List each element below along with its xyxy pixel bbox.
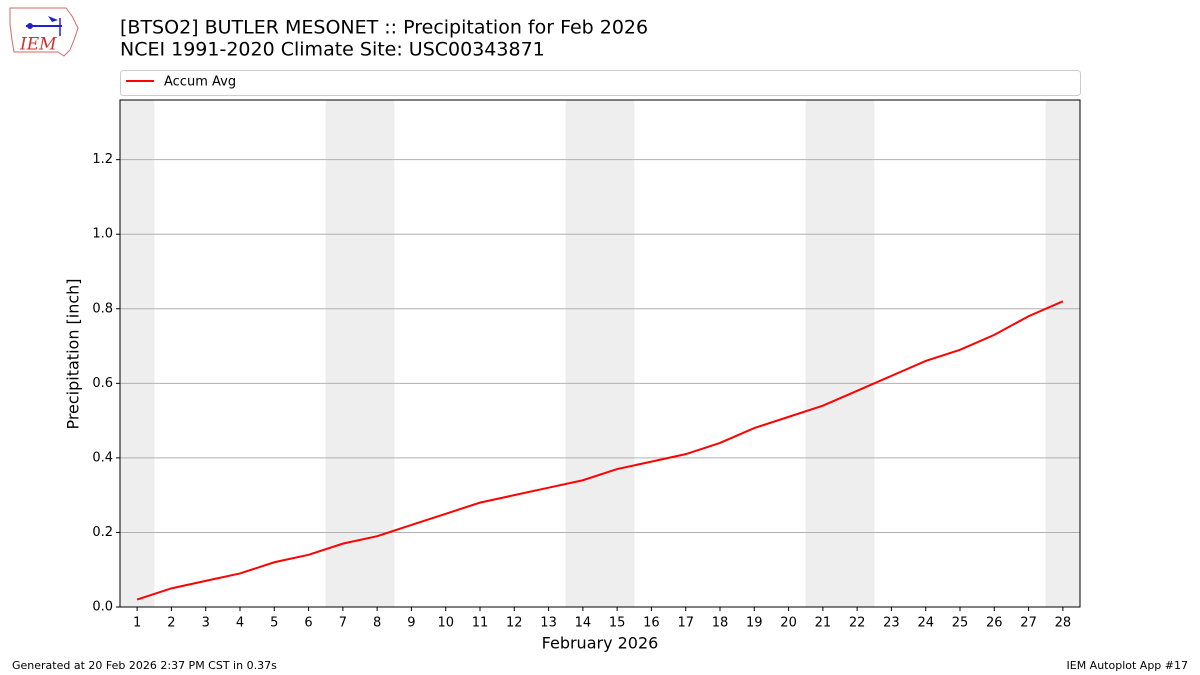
x-tick-label: 4 — [236, 616, 244, 631]
x-tick-label: 22 — [849, 616, 866, 631]
y-tick-label: 0.0 — [92, 600, 113, 615]
weekend-shading — [120, 100, 155, 607]
legend-label: Accum Avg — [164, 75, 236, 90]
chart-title: [BTSO2] BUTLER MESONET :: Precipitation … — [120, 17, 648, 39]
x-tick-label: 5 — [270, 616, 278, 631]
x-tick-label: 25 — [952, 616, 969, 631]
x-tick-label: 9 — [407, 616, 415, 631]
weekend-shading — [805, 100, 875, 607]
weekend-shading — [1045, 100, 1080, 607]
x-tick-label: 1 — [133, 616, 141, 631]
x-tick-label: 11 — [472, 616, 489, 631]
x-tick-label: 28 — [1055, 616, 1072, 631]
x-tick-label: 18 — [712, 616, 729, 631]
logo: IEM — [9, 7, 79, 57]
x-tick-label: 2 — [167, 616, 175, 631]
y-axis-label: Precipitation [inch] — [64, 278, 83, 429]
x-tick-label: 21 — [815, 616, 832, 631]
weekend-shading — [565, 100, 635, 607]
x-tick-label: 27 — [1020, 616, 1037, 631]
weekend-shading — [325, 100, 395, 607]
data-line — [136, 300, 1064, 601]
y-tick-label: 1.0 — [92, 227, 113, 242]
x-tick-label: 13 — [540, 616, 557, 631]
x-tick-label: 3 — [202, 616, 210, 631]
x-tick-label: 24 — [917, 616, 934, 631]
logo-text: IEM — [19, 35, 57, 55]
y-tick-label: 0.8 — [92, 301, 113, 316]
x-tick-label: 26 — [986, 616, 1003, 631]
x-tick-label: 23 — [883, 616, 900, 631]
x-tick-label: 8 — [373, 616, 381, 631]
footer-left: Generated at 20 Feb 2026 2:37 PM CST in … — [12, 659, 277, 672]
chart-subtitle: NCEI 1991-2020 Climate Site: USC00343871 — [120, 39, 545, 61]
y-tick-label: 0.6 — [92, 376, 113, 391]
x-tick-label: 10 — [437, 616, 454, 631]
x-axis-label: February 2026 — [542, 634, 659, 653]
x-tick-label: 20 — [780, 616, 797, 631]
x-tick-label: 17 — [677, 616, 694, 631]
x-tick-label: 15 — [609, 616, 626, 631]
y-tick-label: 0.4 — [92, 450, 113, 465]
x-tick-label: 12 — [506, 616, 523, 631]
x-tick-label: 7 — [339, 616, 347, 631]
footer-right: IEM Autoplot App #17 — [1067, 659, 1189, 672]
plot-frame — [119, 99, 1081, 608]
y-tick-label: 1.2 — [92, 152, 113, 167]
x-tick-label: 19 — [746, 616, 763, 631]
legend-box — [120, 70, 1081, 96]
x-tick-label: 6 — [304, 616, 312, 631]
x-tick-label: 16 — [643, 616, 660, 631]
y-tick-label: 0.2 — [92, 525, 113, 540]
x-tick-label: 14 — [575, 616, 592, 631]
